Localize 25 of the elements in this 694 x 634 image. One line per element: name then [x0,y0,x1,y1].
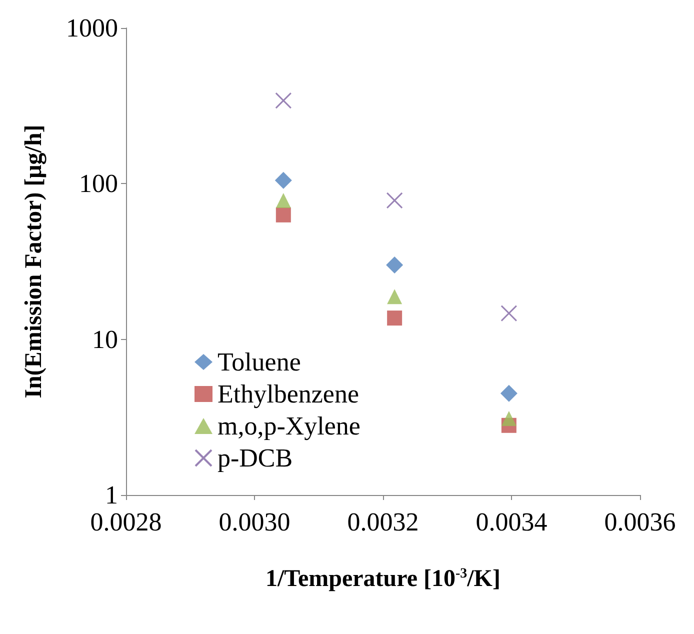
x-tick-label: 0.0036 [604,508,676,536]
x-tick-label: 0.0030 [218,508,290,536]
y-tick-label: 1 [105,480,118,510]
legend-label: Ethylbenzene [218,380,359,408]
point [387,310,402,326]
legend-label: Toluene [218,348,301,376]
legend-label: p-DCB [218,444,293,472]
point [387,289,402,304]
point [275,92,292,109]
x-tick-label: 0.0032 [347,508,419,536]
y-tick-label: 1000 [66,14,118,42]
y-tick-label: 10 [92,324,118,354]
x-tick-label: 0.0028 [90,508,162,536]
point [500,384,518,402]
x-tick-label: 0.0034 [476,508,548,536]
point [501,411,516,426]
point [386,192,403,209]
y-tick-label: 100 [79,169,118,198]
legend-label: m,o,p-Xylene [218,412,360,440]
point [276,207,291,222]
point [274,172,292,189]
point [386,256,404,274]
point [500,305,518,322]
point [276,192,291,208]
y-axis-title: In(Emission Factor) [μg/h] [21,124,47,398]
